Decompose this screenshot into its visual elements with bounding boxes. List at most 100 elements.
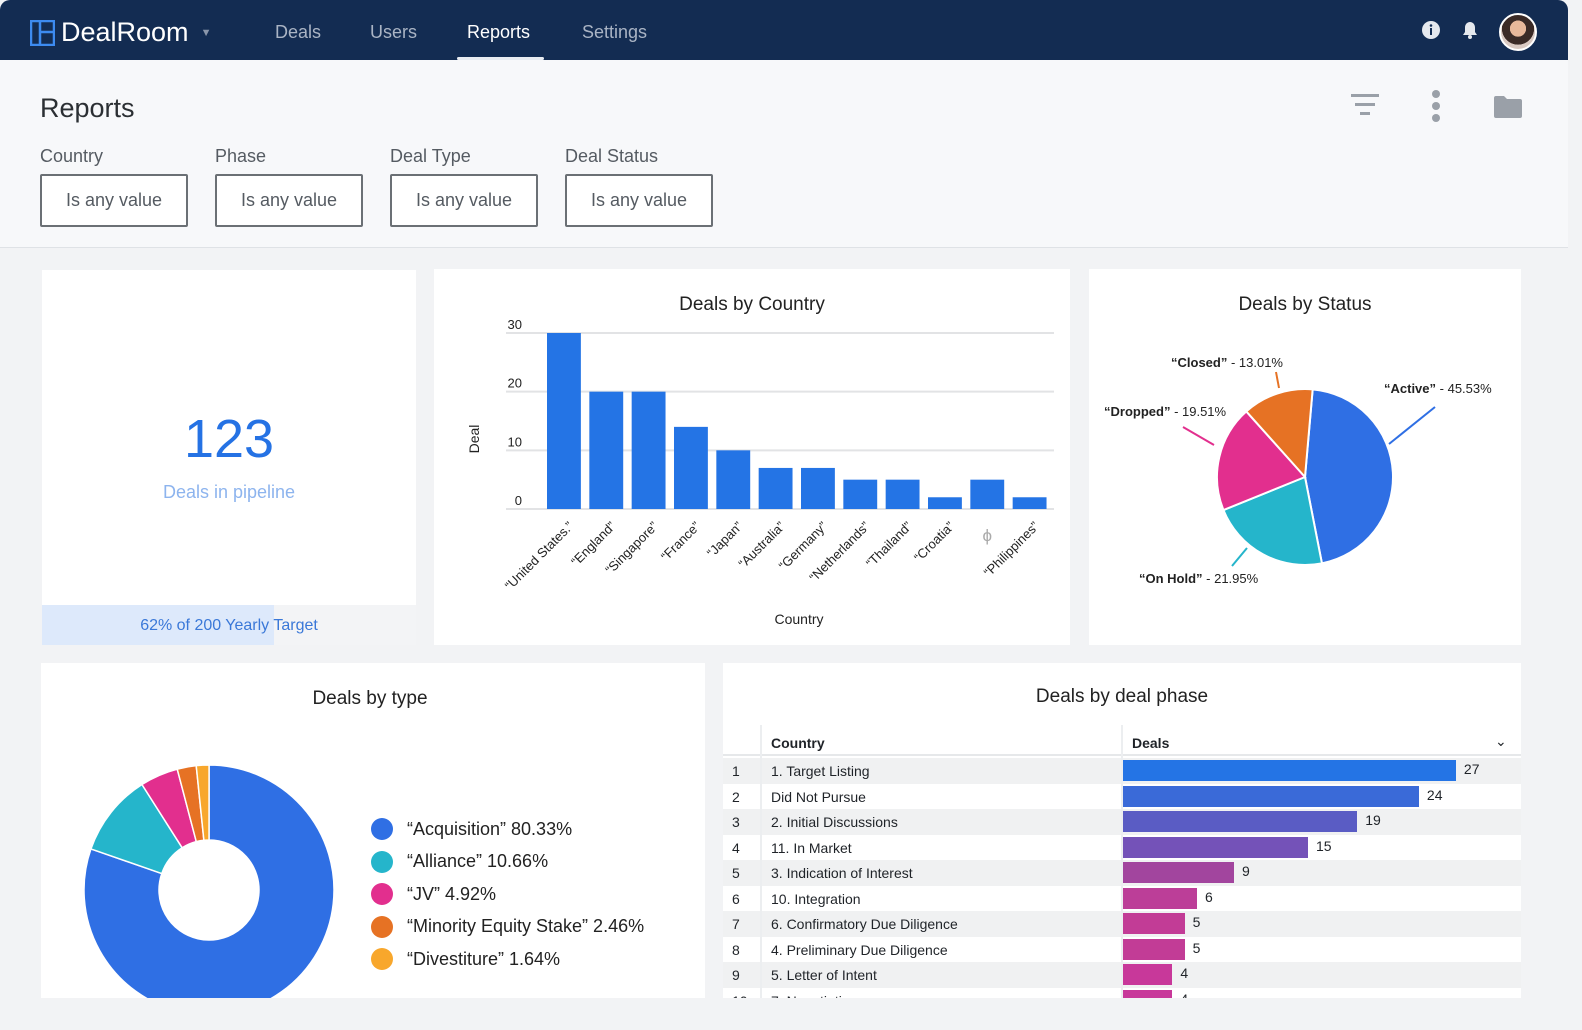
page-header: Reports Country Phase Deal Type Deal Sta…: [0, 60, 1568, 248]
nav-deals[interactable]: Deals: [275, 22, 322, 42]
deal-count: 4: [1180, 965, 1189, 981]
row-index: 1: [732, 763, 740, 779]
avatar[interactable]: [1499, 13, 1537, 51]
phase-name: 3. Indication of Interest: [771, 865, 913, 881]
legend-swatch: [371, 915, 393, 938]
status-pie-chart: “Active” - 45.53% “On Hold” - 21.95% “Drop…: [1104, 355, 1492, 586]
logo-icon: [30, 19, 55, 46]
phase-name: 1. Target Listing: [771, 763, 870, 779]
pie-slice[interactable]: [1244, 388, 1314, 480]
deals-by-phase-card: Deals by deal phase Country Deals ⌄ 1 1.…: [723, 663, 1521, 998]
phase-name: 2. Initial Discussions: [771, 814, 898, 830]
row-index: 6: [732, 890, 740, 907]
bar[interactable]: [547, 333, 581, 509]
page-title: Reports: [40, 93, 135, 123]
column-header-country[interactable]: Country: [771, 735, 825, 751]
bar[interactable]: [758, 467, 793, 509]
y-axis-label: Deal: [466, 425, 482, 454]
phase-name: 11. In Market: [771, 839, 852, 856]
donut-slice[interactable]: [195, 764, 210, 842]
y-tick-label: 0: [515, 493, 522, 508]
kpi-card: 123 Deals in pipeline 62% of 200 Yearly …: [42, 270, 416, 645]
nav-reports[interactable]: Reports: [467, 22, 531, 42]
bell-icon[interactable]: [1460, 20, 1480, 40]
active-tab-indicator: [457, 57, 544, 60]
type-donut-chart: [83, 764, 335, 998]
table-row[interactable]: 6 10. Integration 6: [723, 886, 1521, 912]
table-row[interactable]: 2 Did Not Pursue 24: [723, 784, 1521, 810]
x-tick-label: “France”: [658, 519, 703, 564]
row-index: 4: [732, 839, 740, 856]
target-progress-fill: [42, 605, 274, 645]
pie-slice[interactable]: [1222, 475, 1324, 566]
target-progress-bar: 62% of 200 Yearly Target: [42, 605, 416, 645]
deal-count: 19: [1365, 812, 1381, 828]
deal-bar: [1123, 913, 1185, 934]
deal-count: 9: [1241, 863, 1250, 879]
info-icon[interactable]: [1421, 20, 1441, 40]
nav-settings[interactable]: Settings: [582, 22, 648, 42]
phase-name: Did Not Pursue: [771, 788, 866, 805]
brand-name: DealRoom: [61, 17, 189, 47]
slice-label: “On Hold” - 21.95%: [1139, 571, 1259, 586]
row-index: 10: [732, 993, 748, 999]
chart-title: Deals by deal phase: [1035, 686, 1209, 707]
row-index: 7: [732, 916, 740, 932]
deal-bar: [1123, 887, 1197, 909]
brand-menu[interactable]: DealRoom ▼: [30, 17, 211, 48]
phase-name: 4. Preliminary Due Diligence: [771, 941, 948, 958]
column-divider: [760, 725, 762, 998]
column-header-deals[interactable]: Deals: [1132, 735, 1170, 751]
filter-icon[interactable]: [1350, 90, 1380, 120]
x-tick-label: “Croatia”: [911, 519, 957, 565]
bar[interactable]: [928, 497, 962, 509]
more-vertical-icon[interactable]: [1428, 90, 1444, 124]
deal-count: 4: [1180, 991, 1188, 999]
bar[interactable]: [716, 450, 751, 509]
pie-slice[interactable]: [1303, 388, 1394, 565]
deals-by-country-card: Deals by Country Deal Country 0 10 20 30 “Un…: [434, 269, 1070, 645]
legend-label: “Acquisition” 80.33%: [407, 818, 573, 839]
x-tick-label: “Thailand”: [863, 519, 915, 571]
slice-label: “Active” - 45.53%: [1384, 381, 1492, 396]
bar[interactable]: [843, 479, 878, 509]
folder-icon[interactable]: [1494, 96, 1522, 118]
bar[interactable]: [885, 479, 920, 509]
nav-users[interactable]: Users: [370, 22, 418, 42]
row-index: 5: [732, 865, 740, 881]
bar[interactable]: [631, 391, 666, 509]
legend-item: “Acquisition” 80.33%: [371, 813, 644, 846]
y-tick-label: 20: [508, 376, 522, 391]
sort-chevron-icon[interactable]: ⌄: [1495, 733, 1507, 749]
filter-deal-status[interactable]: Is any value: [565, 174, 713, 227]
legend-item: “Divestiture” 1.64%: [371, 943, 644, 976]
donut-slice[interactable]: [83, 764, 335, 998]
table-row[interactable]: 8 4. Preliminary Due Diligence 5: [723, 937, 1521, 963]
legend: “Acquisition” 80.33% “Alliance” 10.66% “JV…: [371, 813, 644, 976]
deal-bar: [1123, 862, 1234, 883]
bar[interactable]: [970, 479, 1005, 509]
bar[interactable]: [1012, 497, 1047, 509]
kpi-label: Deals in pipeline: [162, 482, 296, 502]
deal-bar: [1123, 836, 1308, 858]
filter-country[interactable]: Is any value: [40, 174, 188, 227]
pie-slice[interactable]: [1216, 410, 1307, 512]
phase-name: 7. Negotiation: [771, 993, 857, 999]
table-row[interactable]: 10 7. Negotiation 4: [723, 988, 1521, 999]
filter-deal-type[interactable]: Is any value: [390, 174, 538, 227]
table-row[interactable]: 4 11. In Market 15: [723, 835, 1521, 861]
kpi-value: 123: [183, 409, 275, 469]
bar[interactable]: [589, 391, 624, 509]
filter-phase[interactable]: Is any value: [215, 174, 363, 227]
deals-by-status-card: Deals by Status “Active” - 45.53% “On Hol…: [1089, 269, 1521, 645]
deal-count: 5: [1192, 939, 1201, 956]
legend-swatch: [371, 850, 393, 873]
legend-label: “JV” 4.92%: [407, 883, 497, 904]
chevron-down-icon: ▼: [200, 26, 212, 39]
bar[interactable]: [801, 467, 835, 509]
row-index: 8: [732, 941, 740, 958]
bar[interactable]: [674, 426, 708, 509]
deal-bar: [1123, 785, 1419, 807]
leader-line: [1231, 547, 1248, 567]
